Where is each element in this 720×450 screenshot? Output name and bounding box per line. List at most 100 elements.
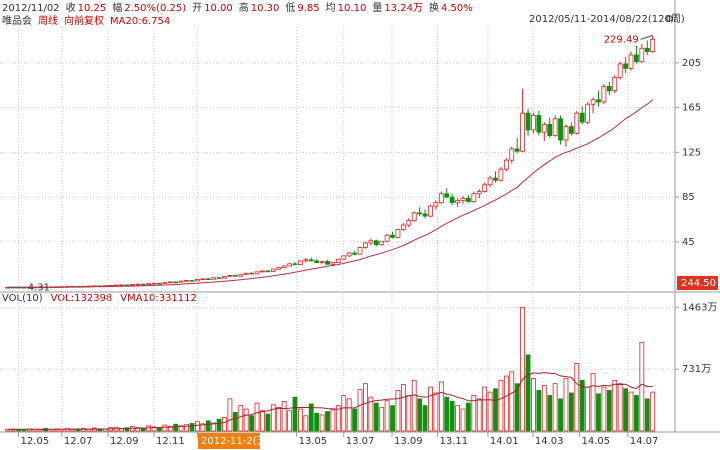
candle-body	[493, 177, 498, 181]
volume-bar	[417, 398, 423, 432]
candle-body	[325, 261, 330, 265]
candle-body	[471, 193, 477, 202]
volume-bar	[135, 427, 141, 432]
volume-bar	[455, 405, 460, 432]
volume-bar	[579, 379, 585, 432]
volume-bar	[596, 393, 601, 432]
volume-bar	[617, 383, 623, 432]
volume-bar	[270, 404, 276, 432]
info-text: MA20:6.754	[110, 16, 170, 27]
max-pointer	[640, 34, 653, 40]
x-tick-label: 14.03	[535, 436, 564, 447]
volume-bar	[195, 421, 200, 432]
x-tick-label: 14.01	[490, 436, 519, 447]
price-box	[677, 276, 718, 290]
volume-bar	[167, 425, 173, 432]
candle-body	[113, 284, 119, 287]
candle-body	[232, 275, 238, 277]
cursor-label: 2012-11-2(五)	[201, 436, 271, 447]
candle-body	[238, 273, 244, 277]
volume-bar	[601, 386, 607, 432]
volume-bar	[536, 390, 542, 432]
candle-body	[449, 196, 455, 204]
candle-body	[634, 54, 639, 63]
candle-body	[514, 148, 520, 152]
candle-body	[157, 282, 162, 285]
settings-icon[interactable]: ⚙	[665, 14, 674, 25]
candle-body	[433, 202, 439, 207]
x-tick-label: 14.07	[630, 436, 659, 447]
volume-bar	[287, 410, 292, 432]
volume-bar	[21, 429, 27, 432]
volume-bar	[644, 398, 650, 432]
volume-bar	[476, 398, 482, 432]
volume-bar	[563, 378, 569, 432]
volume-bar	[249, 415, 255, 432]
volume-bar	[227, 398, 233, 432]
volume-bar	[292, 396, 298, 432]
candle-body	[503, 159, 509, 170]
volume-bar	[330, 409, 336, 432]
y-tick-label: 125	[682, 147, 701, 158]
info-text: 唯品会	[2, 14, 32, 27]
candle-body	[276, 267, 282, 270]
volume-bar	[357, 389, 363, 432]
candle-body	[222, 275, 227, 279]
candle-body	[639, 47, 645, 63]
candle-body	[227, 275, 233, 277]
volume-bar	[525, 354, 531, 432]
candle-body	[211, 277, 217, 280]
volume-bar	[612, 379, 618, 432]
quote-text: 幅	[112, 1, 122, 14]
volume-bar	[547, 395, 553, 432]
candle-body	[363, 242, 368, 248]
candle-body	[330, 262, 336, 265]
candle-body	[428, 205, 433, 217]
candle-body	[482, 184, 488, 192]
volume-label: VOL(10)	[2, 293, 43, 304]
volume-bar	[211, 422, 217, 432]
candle-body	[216, 277, 222, 279]
quote-text: 10.10	[338, 3, 367, 14]
volume-bar	[363, 383, 368, 432]
candle-body	[379, 240, 385, 246]
volume-bar	[232, 412, 238, 432]
candle-body	[346, 252, 352, 257]
candle-body	[243, 272, 249, 275]
y-tick-label: 165	[682, 103, 701, 114]
y-tick-label: 1463万	[682, 302, 717, 313]
volume-bar	[254, 402, 260, 432]
candle-body	[460, 197, 466, 201]
candle-body	[411, 212, 417, 222]
volume-bar	[471, 395, 477, 432]
candle-body	[444, 193, 450, 198]
candle-body	[579, 112, 585, 123]
volume-bar	[260, 410, 265, 432]
candle-body	[124, 284, 130, 287]
x-tick-label: 12.11	[156, 436, 185, 447]
candle-body	[303, 259, 309, 262]
volume-bar	[449, 401, 455, 432]
quote-text: 2.50%(0.25)	[124, 3, 186, 14]
volume-bar	[151, 426, 157, 432]
range-label: 2012/05/11-2014/08/22(120周)	[529, 13, 685, 25]
candle-body	[644, 47, 650, 53]
volume-bar	[341, 395, 347, 432]
candle-body	[612, 76, 618, 92]
volume-bar	[379, 406, 385, 432]
candle-body	[406, 220, 412, 226]
volume-bar	[243, 408, 249, 432]
volume-bar	[623, 388, 628, 432]
candle-body	[498, 168, 504, 181]
candle-body	[260, 270, 265, 273]
candle-body	[167, 281, 173, 284]
candle-body	[563, 126, 569, 141]
candle-body	[558, 118, 563, 141]
volume-bar	[216, 418, 222, 432]
candle-body	[606, 85, 612, 92]
candle-body	[178, 280, 184, 283]
quote-text: 4.50%	[441, 3, 473, 14]
volume-bar	[585, 386, 591, 432]
